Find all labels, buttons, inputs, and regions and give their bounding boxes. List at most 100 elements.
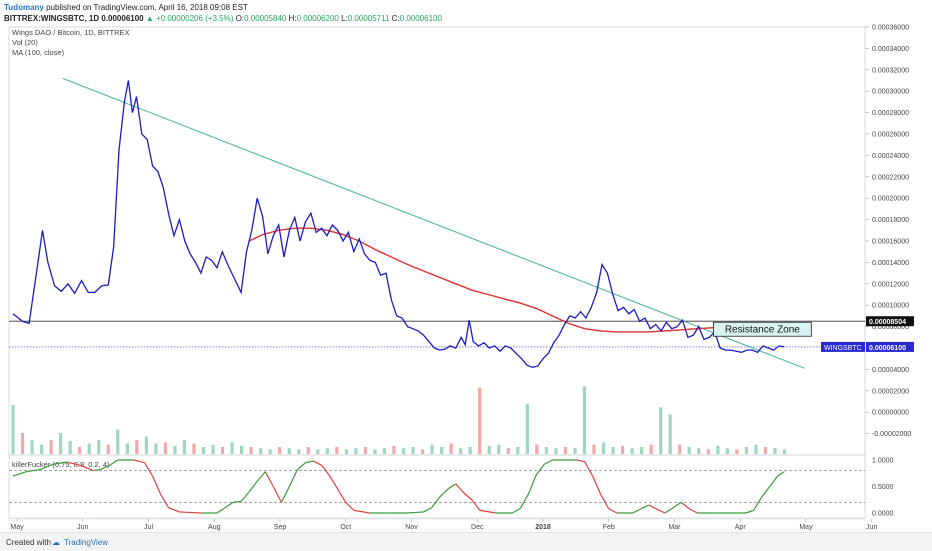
volume-bar [192,443,196,454]
oscillator-segment [240,491,250,502]
volume-bar [420,449,425,454]
author-link[interactable]: Tudomany [4,3,44,12]
oscillator-segment [519,494,529,510]
high-label: H: [288,14,297,23]
price-change: ▲ +0.00000206 (+3.5%) [145,14,234,23]
oscillator-tick-label: 0.5000 [872,484,894,491]
oscillator-segment [99,464,110,471]
volume-bar [478,387,482,454]
volume-bar [325,448,329,454]
volume-bar [373,449,377,454]
resistance-zone-label: Resistance Zone [725,325,800,336]
volume-bar [582,386,587,454]
volume-bar [363,447,368,454]
moving-average-line [248,227,794,333]
volume-bar [697,448,701,454]
price-tick-label: 0.00024000 [872,153,909,160]
symbol-name-tag-label: WINGSBTC [824,345,862,352]
oscillator-segment [337,488,347,503]
open-value: 0.00005840 [244,14,287,23]
volume-bar [78,447,82,454]
oscillator-segment [12,471,27,477]
volume-bar [49,440,53,454]
price-tick-label: 0.00014000 [872,260,909,267]
oscillator-segment [769,475,779,487]
time-tick-label: Jun [77,524,88,531]
time-tick-label: May [10,524,24,531]
chart-canvas[interactable]: 0.00036000 0.00034000 0.00032000 0.00030000… [0,0,932,532]
oscillator-segment [53,461,67,465]
oscillator-segment [447,483,457,490]
volume-bar [116,429,120,454]
close-label: C: [391,14,400,23]
volume-bar [297,449,301,454]
time-tick-label: Nov [405,524,418,531]
price-tick-label: 0.00036000 [872,25,909,32]
oscillator-segment [688,508,698,514]
price-tick-label: 0.00020000 [872,196,909,203]
created-with-text: Created with [6,538,51,547]
trendline [62,77,805,369]
time-tick-label: Jun [866,524,877,531]
oscillator-segment [329,475,339,490]
resistance-zone-box[interactable] [712,321,812,337]
price-tick-label: -0.00002000 [872,431,911,438]
oscillator-label: killerFucker (0.75, 0.8, 0.2, 4) [12,460,110,469]
volume-bar [39,444,44,454]
oscillator-segment [232,500,242,503]
oscillator-segment [439,488,449,498]
oscillator-pane-frame [8,454,866,519]
volume-bar [440,447,444,454]
tradingview-brand-link[interactable]: TradingView [64,538,109,547]
volume-bar [173,445,177,454]
volume-bar [506,448,510,454]
oscillator-segment [79,464,94,472]
oscillator-segment [248,480,258,493]
volume-bar [354,448,358,454]
symbol-name-tag [821,341,865,352]
oscillator-segment [592,475,602,495]
volume-bar [411,447,415,454]
volume-bar [459,448,463,454]
oscillator-segment [535,463,545,476]
oscillator-segment [664,507,674,514]
volume-bar [716,445,720,454]
volume-bar [430,444,434,454]
oscillator-segment [264,471,274,487]
price-tick-label: 0.00008000 [872,324,909,331]
oscillator-segment [632,508,642,514]
volume-bar [735,449,739,454]
volume-bar [611,447,615,454]
current-price-tag-label: 0.00006100 [869,345,906,352]
volume-bar [401,448,406,454]
volume-bar [687,447,691,454]
volume-bar [659,407,663,454]
volume-bar [678,444,682,454]
price-tick-label: 0.00010000 [872,303,909,310]
oscillator-segment [527,474,537,495]
volume-bar [87,443,91,454]
oscillator-segment [216,507,226,514]
volume-bar [97,440,101,454]
oscillator-segment [672,501,682,509]
legend-moving-average: MA (100, close) [12,48,65,57]
oscillator-segment [26,468,40,473]
volume-bar [268,449,272,454]
oscillator-segment [280,486,290,503]
open-label: O: [235,14,245,23]
oscillator-segment [272,486,282,503]
oscillator-segment [353,509,371,514]
symbol-label: BITTREX:WINGSBTC, 1D [4,14,100,23]
oscillator-segment [600,494,610,510]
volume-bar [230,442,234,454]
oscillator-segment [463,492,473,501]
volume-bar [382,448,387,454]
volume-bar [573,448,577,454]
time-tick-label: 2018 [535,524,551,531]
price-tick-label: 0.00032000 [872,67,909,74]
volume-bar [30,440,34,454]
price-tick-label: 0.00004000 [872,367,909,374]
volume-bar [620,445,625,454]
volume-bar [163,442,168,454]
oscillator-segment [297,462,306,470]
